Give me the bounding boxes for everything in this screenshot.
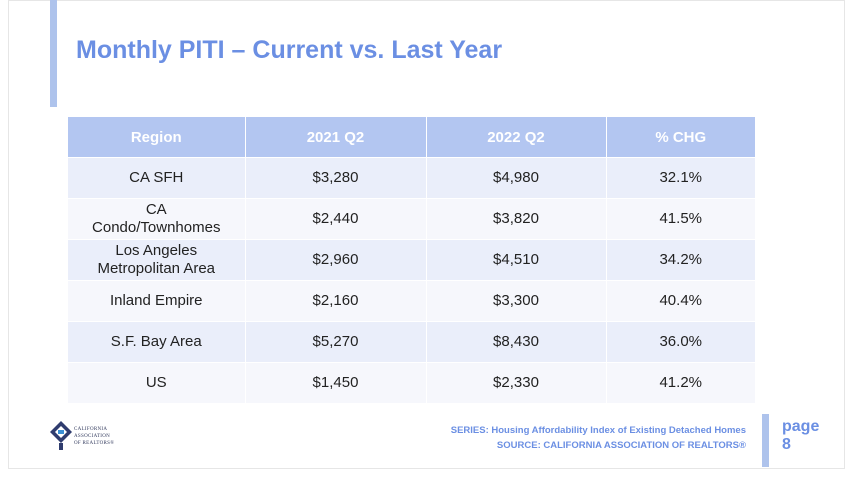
region-line: CA	[145, 201, 167, 218]
header-2021-q2: 2021 Q2	[245, 117, 427, 158]
region-line: Inland Empire	[109, 292, 203, 309]
logo-line: CALIFORNIA	[74, 427, 108, 432]
value-2022-cell: $3,300	[426, 280, 607, 322]
logo-line: OF REALTORS®	[74, 441, 115, 446]
table-row: Los Angeles Metropolitan Area $2,960 $4,5…	[68, 239, 755, 281]
pct-chg-cell: 32.1%	[606, 157, 755, 199]
value-2021-cell: $3,280	[245, 157, 427, 199]
value-2021-cell: $2,440	[245, 198, 427, 240]
table-row: Inland Empire $2,160 $3,300 40.4%	[68, 280, 755, 322]
region-cell: S.F. Bay Area	[68, 321, 246, 363]
region-cell: US	[68, 362, 246, 403]
region-cell: Inland Empire	[68, 280, 246, 322]
value-2021-cell: $1,450	[245, 362, 427, 403]
pct-chg-cell: 41.2%	[606, 362, 755, 403]
page-accent-bar	[762, 414, 769, 467]
table-row: CA SFH $3,280 $4,980 32.1%	[68, 157, 755, 199]
value-2021-cell: $2,960	[245, 239, 427, 281]
table-row: S.F. Bay Area $5,270 $8,430 36.0%	[68, 321, 755, 363]
value-2022-cell: $4,510	[426, 239, 607, 281]
series-text: SERIES: Housing Affordability Index of E…	[450, 425, 746, 436]
region-cell: CA SFH	[68, 157, 246, 199]
pct-chg-cell: 36.0%	[606, 321, 755, 363]
value-2022-cell: $3,820	[426, 198, 607, 240]
car-logo: CALIFORNIA ASSOCIATION OF REALTORS®	[50, 419, 130, 455]
value-2022-cell: $8,430	[426, 321, 607, 363]
logo-text: CALIFORNIA ASSOCIATION OF REALTORS®	[74, 426, 114, 447]
region-line: CA SFH	[129, 169, 184, 186]
region-line: US	[145, 374, 167, 391]
pct-chg-cell: 40.4%	[606, 280, 755, 322]
value-2022-cell: $4,980	[426, 157, 607, 199]
value-2022-cell: $2,330	[426, 362, 607, 403]
page-number: 8	[782, 436, 791, 453]
table-row: US $1,450 $2,330 41.2%	[68, 362, 755, 403]
table-row: CA Condo/Townhomes $2,440 $3,820 41.5%	[68, 198, 755, 240]
source-note: SERIES: Housing Affordability Index of E…	[451, 423, 746, 453]
region-line: Metropolitan Area	[97, 260, 216, 277]
region-line: Condo/Townhomes	[92, 219, 221, 236]
region-cell: Los Angeles Metropolitan Area	[68, 239, 246, 281]
source-text: SOURCE: CALIFORNIA ASSOCIATION OF REALTO…	[496, 440, 746, 451]
pct-chg-cell: 34.2%	[606, 239, 755, 281]
car-logo-icon	[50, 421, 72, 450]
region-line: S.F. Bay Area	[110, 333, 202, 350]
pct-chg-cell: 41.5%	[606, 198, 755, 240]
region-line: Los Angeles	[115, 242, 198, 259]
title-accent-bar	[50, 0, 57, 107]
page-label-text: page	[782, 418, 820, 435]
header-region: Region	[68, 117, 246, 158]
page-title: Monthly PITI – Current vs. Last Year	[76, 36, 503, 64]
page-indicator: page 8	[782, 418, 819, 454]
table-header-row: Region 2021 Q2 2022 Q2 % CHG	[68, 117, 755, 158]
region-cell: CA Condo/Townhomes	[68, 198, 246, 240]
header-2022-q2: 2022 Q2	[426, 117, 607, 158]
value-2021-cell: $2,160	[245, 280, 427, 322]
logo-line: ASSOCIATION	[74, 434, 111, 439]
header-pct-chg: % CHG	[606, 117, 755, 158]
piti-table: Region 2021 Q2 2022 Q2 % CHG CA SFH $3,2…	[68, 117, 755, 403]
value-2021-cell: $5,270	[245, 321, 427, 363]
